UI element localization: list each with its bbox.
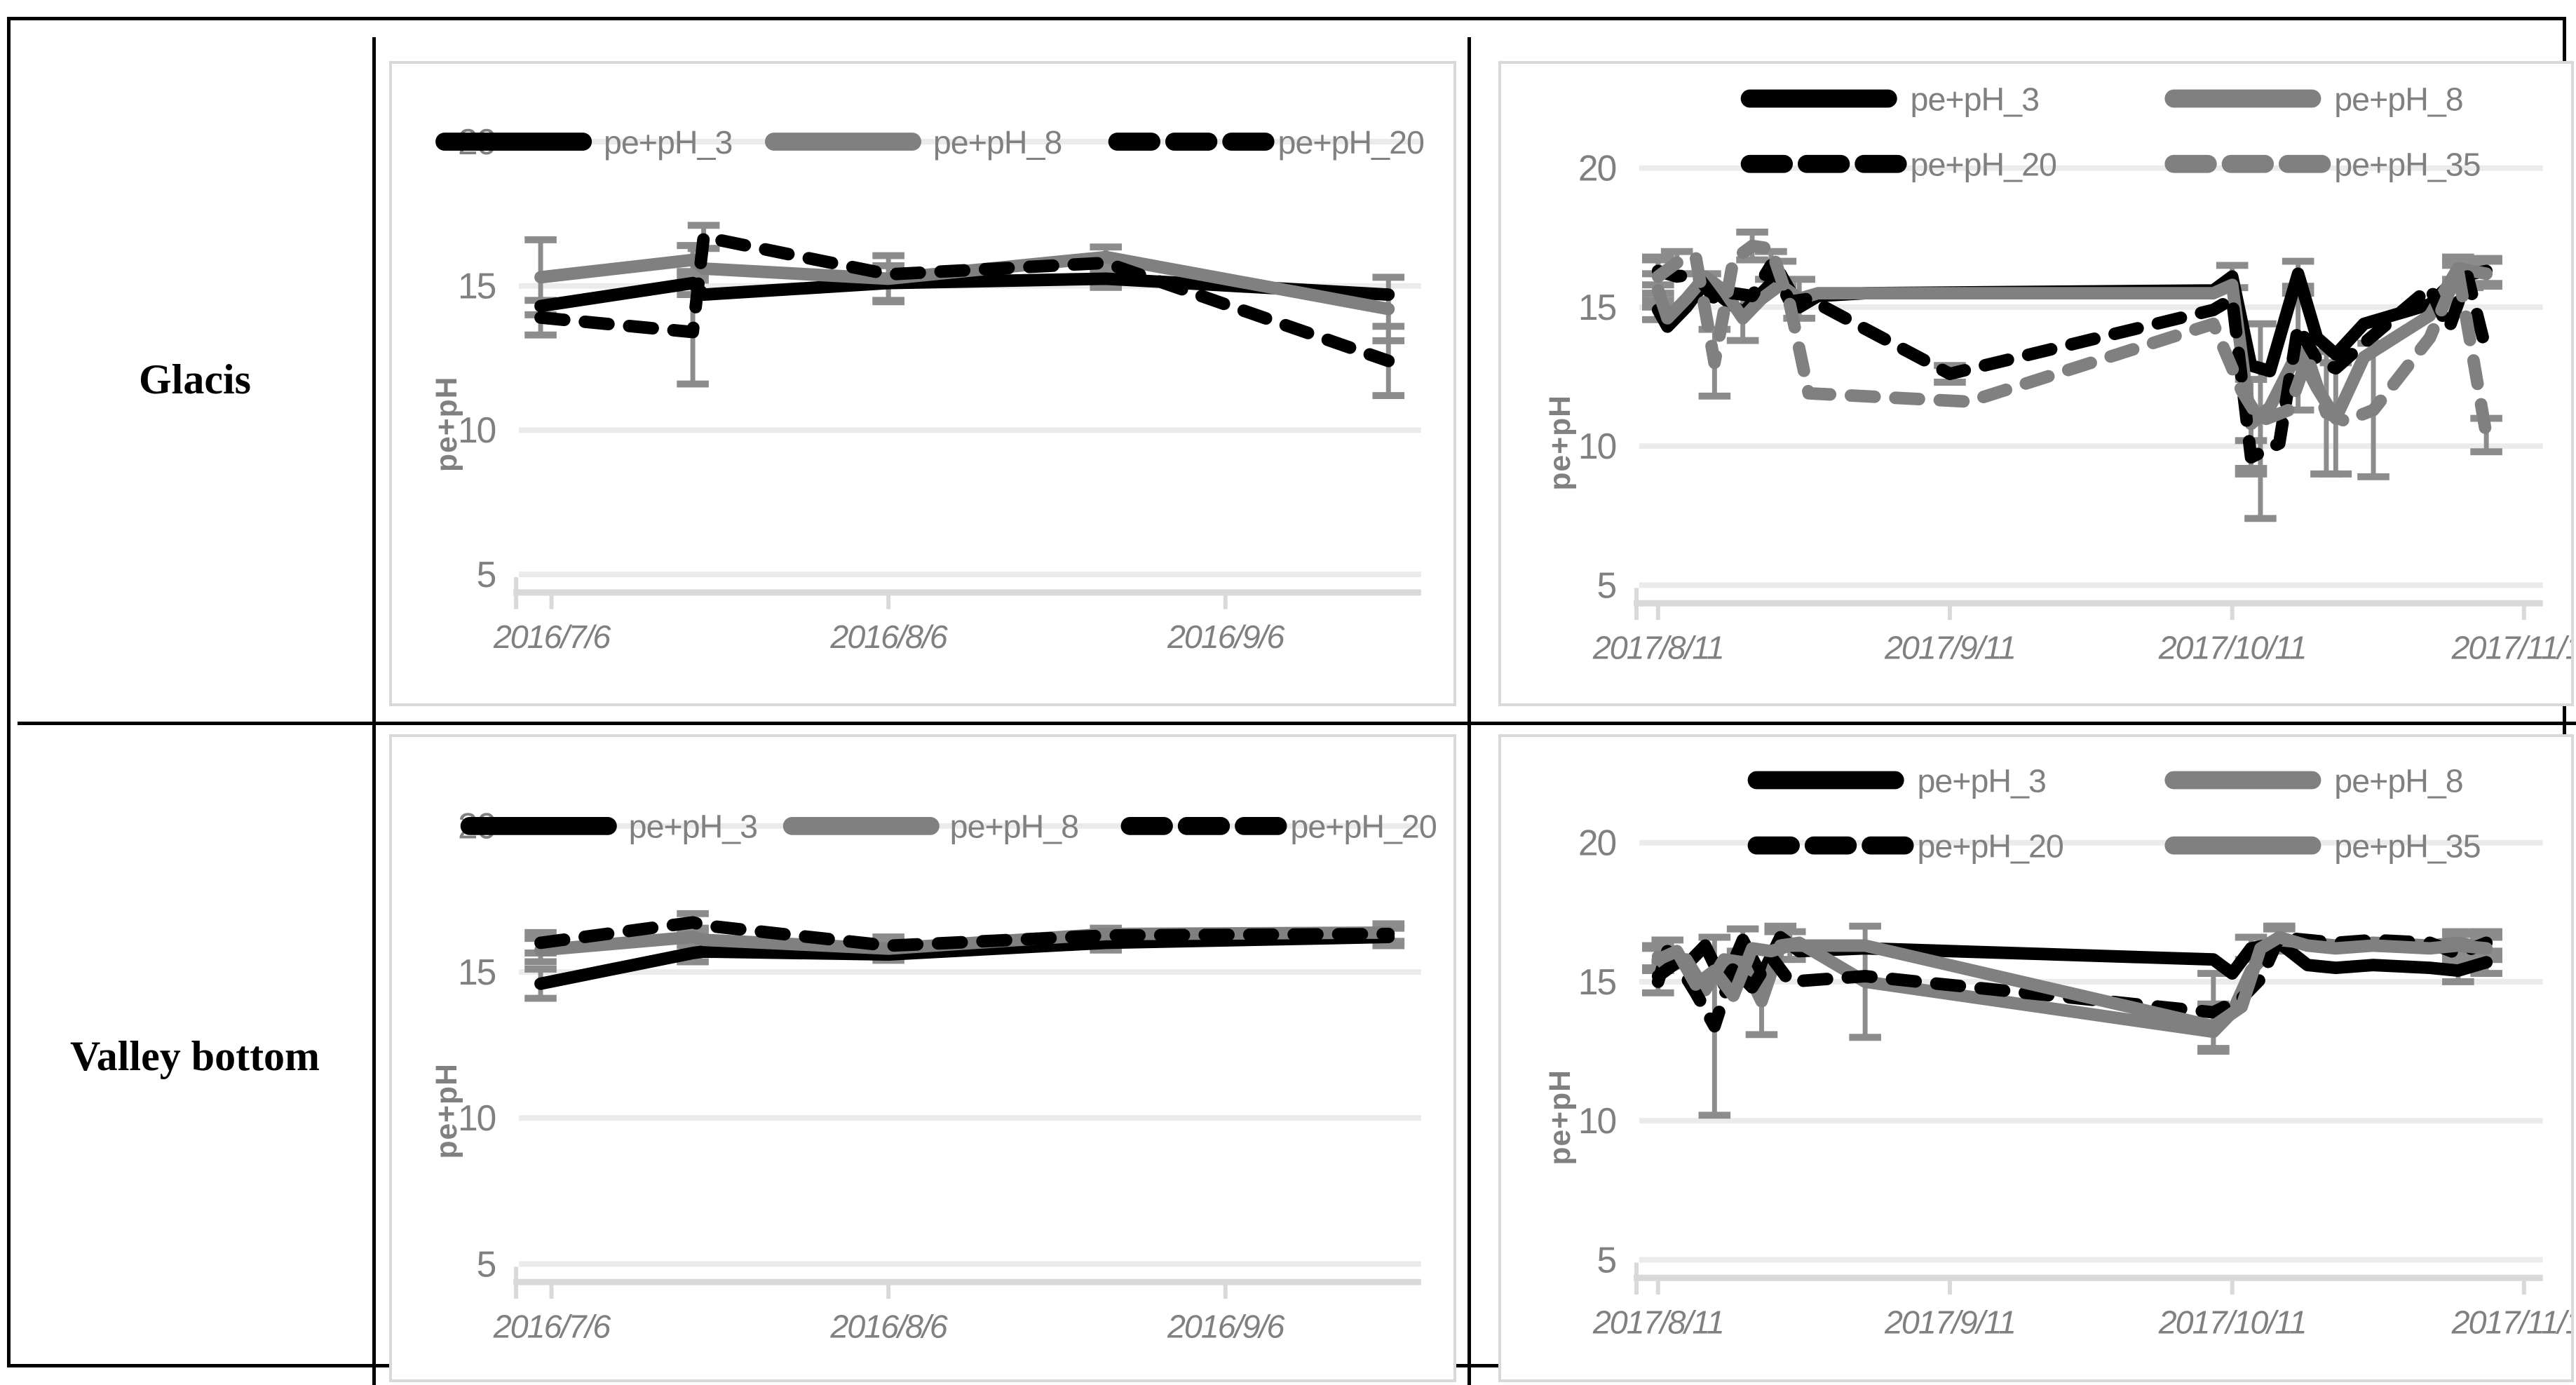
series-line-pe+pH_8 [534, 250, 1395, 316]
y-tick-label: 10 [458, 410, 496, 450]
table-border-horizontal [18, 722, 2576, 725]
y-tick-label: 15 [1578, 287, 1616, 327]
y-axis-title: pe+pH [430, 377, 463, 472]
legend-label: pe+pH_8 [933, 124, 1062, 161]
x-tick-label: 2016/7/6 [493, 619, 611, 655]
table-border-vertical-1 [372, 37, 376, 1385]
legend-label: pe+pH_35 [2334, 828, 2480, 865]
chart-glacis-2016-plot: 20151052016/7/62016/8/62016/9/6pe+pHpe+p… [430, 121, 1425, 655]
legend-label: pe+pH_20 [1290, 809, 1436, 845]
y-tick-label: 10 [1578, 426, 1616, 466]
series-line-pe+pH_3 [534, 931, 1395, 990]
legend-label: pe+pH_35 [2334, 147, 2480, 183]
y-tick-label: 20 [1578, 148, 1616, 189]
chart-glacis-2017: 20 15 10 5 2017/8/11 2017/9/11 2017/10/11 2017/… [1498, 61, 2574, 706]
y-tick-label: 15 [458, 266, 496, 306]
series-line-pe+pH_35 [1651, 931, 2493, 1033]
x-tick-label: 2016/9/6 [1167, 619, 1285, 655]
x-tick-label: 2016/8/6 [829, 619, 948, 655]
series-line-pe+pH_20 [1651, 931, 2493, 1033]
chart-valley-bottom-2016-plot: 20151052016/7/62016/8/62016/9/6pe+pHpe+p… [430, 806, 1437, 1345]
legend-label: pe+pH_8 [950, 809, 1078, 845]
x-tick-label: 2017/9/11 [1884, 1304, 2015, 1341]
legend-label: pe+pH_20 [1278, 124, 1424, 161]
chart-glacis-2016: 20151052016/7/62016/8/62016/9/6pe+pHpe+p… [389, 61, 1456, 706]
x-tick-label: 2017/10/11 [2158, 1304, 2306, 1341]
y-tick-label: 5 [477, 1243, 496, 1284]
y-axis-title: pe+pH [430, 1063, 463, 1158]
y-tick-label: 5 [1597, 1239, 1616, 1280]
legend-label: pe+pH_3 [629, 809, 757, 845]
x-tick-label: 2017/11/11 [2451, 630, 2571, 666]
x-tick-label: 2017/11/11 [2451, 1304, 2571, 1341]
x-tick-label: 2016/8/6 [829, 1309, 948, 1345]
legend-label: pe+pH_3 [1911, 81, 2039, 117]
y-tick-label: 15 [1578, 961, 1616, 1002]
x-tick-label: 2017/8/11 [1592, 1304, 1723, 1341]
y-tick-label: 10 [458, 1097, 496, 1138]
y-tick-label: 5 [1597, 565, 1616, 605]
row-label-glacis: Glacis [139, 356, 251, 403]
figure-table-frame: Glacis Valley bottom 20 15 10 5 2016/7/6 2016… [7, 17, 2576, 1385]
row-label-valley-bottom: Valley bottom [69, 1033, 320, 1079]
legend-label: pe+pH_3 [604, 124, 732, 161]
x-tick-label: 2017/10/11 [2158, 630, 2306, 666]
x-tick-label: 2017/8/11 [1592, 630, 1723, 666]
series-line-pe+pH_35 [1651, 239, 2493, 442]
y-tick-label: 10 [1578, 1100, 1616, 1141]
series-line-pe+pH_20 [1651, 259, 2493, 464]
chart-valley-bottom-2017-plot: 20 15 10 5 2017/8/11 2017/9/11 2017/10/11 2017/… [1543, 762, 2571, 1341]
x-tick-label: 2016/9/6 [1167, 1309, 1285, 1345]
series-line-pe+pH_3 [1651, 931, 2493, 991]
chart-valley-bottom-2017: 20 15 10 5 2017/8/11 2017/9/11 2017/10/11 2017/… [1498, 734, 2574, 1382]
series-line-pe+pH_3 [534, 272, 1395, 313]
chart-valley-bottom-2016: 20151052016/7/62016/8/62016/9/6pe+pHpe+p… [389, 734, 1456, 1382]
table-border-vertical-2 [1467, 37, 1471, 1385]
series-line-pe+pH_20 [534, 230, 1395, 367]
series-line-pe+pH_8 [1651, 262, 2493, 431]
y-tick-label: 20 [1578, 823, 1616, 863]
series-line-pe+pH_20 [534, 916, 1395, 952]
y-tick-label: 5 [477, 554, 496, 595]
legend-label: pe+pH_3 [1917, 762, 2045, 799]
x-tick-label: 2016/7/6 [493, 1309, 611, 1345]
y-tick-label: 15 [458, 952, 496, 992]
chart-glacis-2017-plot: 20 15 10 5 2017/8/11 2017/9/11 2017/10/11 2017/… [1543, 81, 2571, 666]
x-tick-label: 2017/9/11 [1884, 630, 2015, 666]
legend-label: pe+pH_20 [1911, 147, 2056, 183]
legend-label: pe+pH_8 [2334, 81, 2462, 117]
y-axis-title: pe+pH [1543, 395, 1577, 490]
legend-label: pe+pH_8 [2334, 762, 2462, 799]
series-line-pe+pH_8 [534, 926, 1395, 957]
legend-label: pe+pH_20 [1917, 828, 2063, 865]
y-axis-title: pe+pH [1543, 1069, 1577, 1165]
